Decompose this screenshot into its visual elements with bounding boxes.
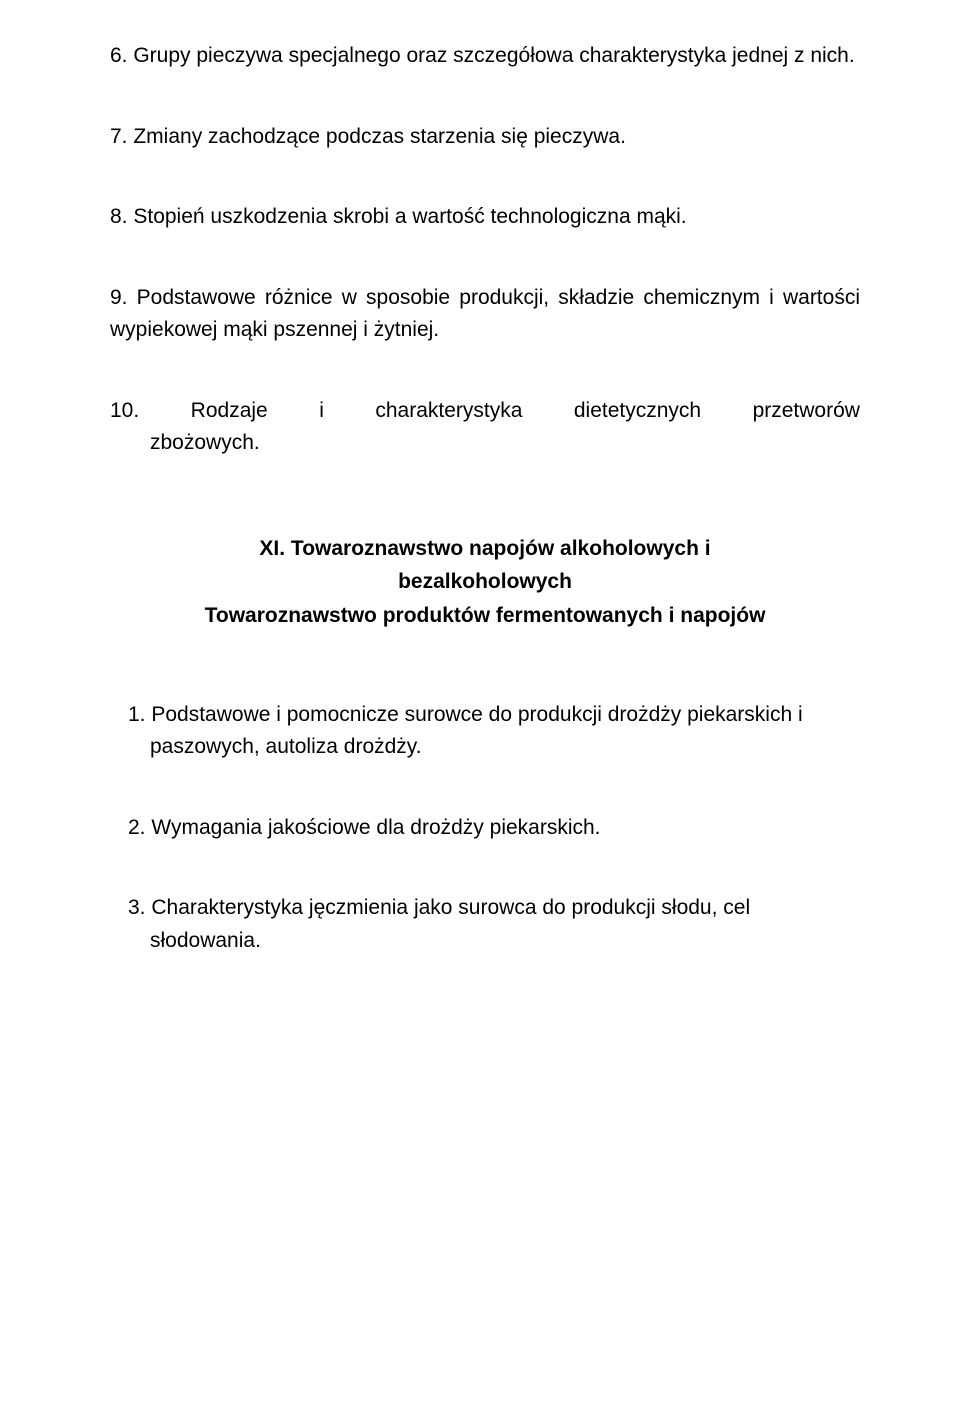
list-item-10-w3: i — [319, 395, 324, 428]
list-item-9: 9. Podstawowe różnice w sposobie produkc… — [110, 282, 860, 347]
list-item-10-w5: dietetycznych — [574, 395, 701, 428]
list-item-10-w6: przetworów — [753, 395, 860, 428]
list-item-8: 8. Stopień uszkodzenia skrobi a wartość … — [110, 201, 860, 234]
sub-item-3-text: 3. Charakterystyka jęczmienia jako surow… — [128, 896, 750, 952]
section-heading-line3: Towaroznawstwo produktów fermentowanych … — [110, 599, 860, 633]
list-item-10-line2: zbożowych. — [110, 427, 860, 460]
list-item-9-text: 9. Podstawowe różnice w sposobie produkc… — [110, 286, 860, 342]
sub-item-1: 1. Podstawowe i pomocnicze surowce do pr… — [110, 699, 860, 764]
list-item-10-line1: 10. Rodzaje i charakterystyka dietetyczn… — [110, 395, 860, 428]
section-heading-line2: bezalkoholowych — [110, 565, 860, 599]
list-item-7-text: 7. Zmiany zachodzące podczas starzenia s… — [110, 125, 626, 148]
list-item-10-w2: Rodzaje — [191, 395, 268, 428]
list-item-10-line2-text: zbożowych. — [150, 431, 260, 454]
list-item-6: 6. Grupy pieczywa specjalnego oraz szcze… — [110, 40, 860, 73]
sub-item-1-text: 1. Podstawowe i pomocnicze surowce do pr… — [128, 703, 803, 759]
section-heading-xi: XI. Towaroznawstwo napojów alkoholowych … — [110, 532, 860, 633]
list-item-8-text: 8. Stopień uszkodzenia skrobi a wartość … — [110, 205, 687, 228]
list-item-10: 10. Rodzaje i charakterystyka dietetyczn… — [110, 395, 860, 460]
list-item-6-text: 6. Grupy pieczywa specjalnego oraz szcze… — [110, 44, 855, 67]
sub-item-2-text: 2. Wymagania jakościowe dla drożdży piek… — [128, 816, 601, 839]
list-item-10-w4: charakterystyka — [375, 395, 522, 428]
sub-item-2: 2. Wymagania jakościowe dla drożdży piek… — [110, 812, 860, 845]
sub-item-3: 3. Charakterystyka jęczmienia jako surow… — [110, 892, 860, 957]
section-heading-line1: XI. Towaroznawstwo napojów alkoholowych … — [110, 532, 860, 566]
list-item-10-w1: 10. — [110, 395, 139, 428]
list-item-7: 7. Zmiany zachodzące podczas starzenia s… — [110, 121, 860, 154]
